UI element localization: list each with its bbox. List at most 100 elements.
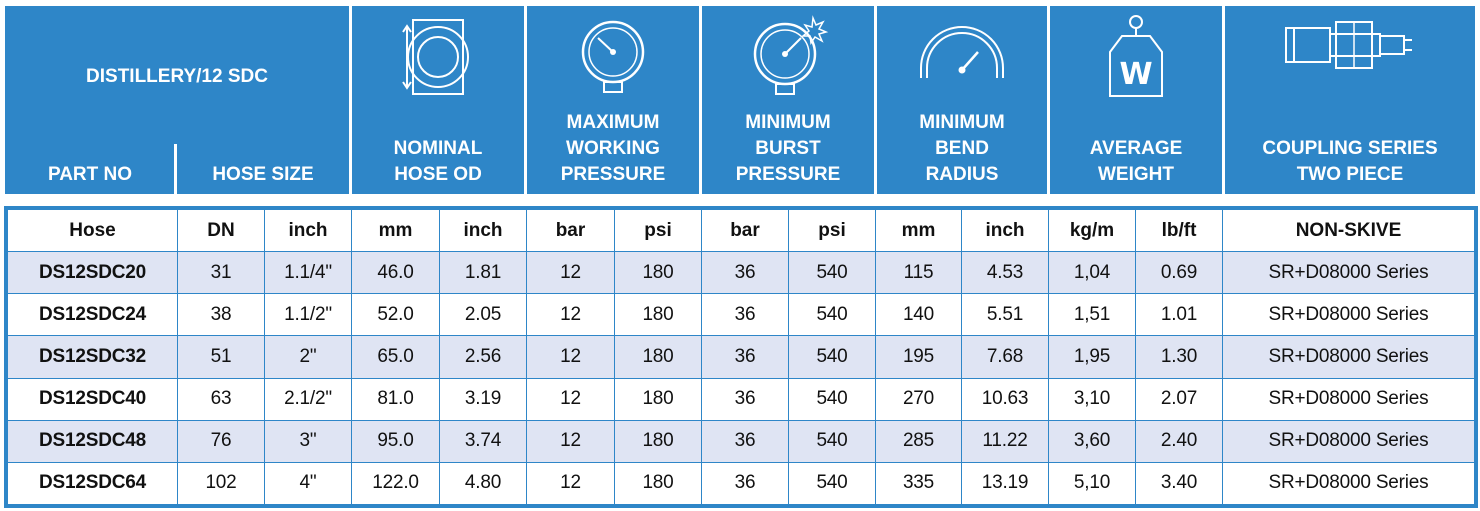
table-cell: 51 <box>177 335 265 379</box>
table-cell: 36 <box>701 377 789 421</box>
table-cell: 2.40 <box>1135 419 1223 463</box>
part-number-cell: DS12SDC32 <box>7 335 178 379</box>
table-cell: 95.0 <box>351 419 440 463</box>
product-title: DISTILLERY/12 SDC <box>86 66 268 87</box>
unit-cell: lb/ft <box>1135 208 1223 253</box>
coupling-line1: COUPLING SERIES <box>1262 138 1438 159</box>
table-cell: 180 <box>614 377 702 421</box>
table-cell: 540 <box>788 251 876 295</box>
table-cell: 46.0 <box>351 251 440 295</box>
unit-cell: Hose <box>7 208 178 253</box>
header-part-hose: DISTILLERY/12 SDC PART NO HOSE SIZE <box>5 6 349 194</box>
table-cell: 10.63 <box>961 377 1049 421</box>
table-row: DS12SDC48 76 3" 95.0 3.74 12 180 36 540 285 11.22 3… <box>7 419 1475 463</box>
unit-cell: kg/m <box>1048 208 1136 253</box>
table-cell: 12 <box>526 335 615 379</box>
unit-cell: DN <box>177 208 265 253</box>
table-cell: 3.19 <box>439 377 527 421</box>
min-bend-line2: BEND <box>935 138 989 159</box>
table-cell: 1.1/4" <box>264 251 352 295</box>
header-max-pressure: MAXIMUM WORKING PRESSURE <box>527 6 699 194</box>
table-cell: 1,95 <box>1048 335 1136 379</box>
header-min-burst: MINIMUM BURST PRESSURE <box>702 6 874 194</box>
table-cell: 12 <box>526 419 615 463</box>
table-cell: SR+D08000 Series <box>1222 419 1475 463</box>
table-cell: 540 <box>788 293 876 337</box>
unit-cell: mm <box>875 208 962 253</box>
table-cell: 36 <box>701 251 789 295</box>
unit-cell: bar <box>701 208 789 253</box>
spec-table-grid: Hose DN inch mm inch bar psi bar psi mm … <box>7 208 1475 506</box>
table-cell: 180 <box>614 293 702 337</box>
unit-cell: inch <box>264 208 352 253</box>
table-cell: 3.74 <box>439 419 527 463</box>
table-cell: 11.22 <box>961 419 1049 463</box>
table-row: DS12SDC64 102 4" 122.0 4.80 12 180 36 540 335 13.1… <box>7 461 1475 506</box>
hose-od-icon <box>402 19 469 95</box>
table-cell: 180 <box>614 461 702 506</box>
unit-cell: mm <box>351 208 440 253</box>
table-cell: 540 <box>788 377 876 421</box>
coupling-icon <box>1285 21 1412 69</box>
table-cell: 540 <box>788 419 876 463</box>
part-no-label: PART NO <box>47 164 133 185</box>
part-number-cell: DS12SDC20 <box>7 251 178 295</box>
table-cell: 7.68 <box>961 335 1049 379</box>
nominal-od-line2: HOSE OD <box>394 164 482 185</box>
part-number-cell: DS12SDC64 <box>7 461 178 506</box>
table-cell: 4.80 <box>439 461 527 506</box>
part-number-cell: DS12SDC40 <box>7 377 178 421</box>
table-cell: 36 <box>701 335 789 379</box>
part-number-cell: DS12SDC24 <box>7 293 178 337</box>
min-bend-line1: MINIMUM <box>919 112 1005 133</box>
table-cell: 63 <box>177 377 265 421</box>
table-cell: 1.1/2" <box>264 293 352 337</box>
min-burst-line1: MINIMUM <box>745 112 831 133</box>
table-cell: 3,10 <box>1048 377 1136 421</box>
table-cell: 4" <box>264 461 352 506</box>
table-cell: 4.53 <box>961 251 1049 295</box>
table-cell: 1,04 <box>1048 251 1136 295</box>
min-burst-line2: BURST <box>755 138 821 159</box>
header-divider <box>174 144 177 194</box>
table-cell: 115 <box>875 251 962 295</box>
header-min-bend: MINIMUM BEND RADIUS <box>877 6 1047 194</box>
weight-icon: W <box>1109 15 1163 97</box>
bend-radius-icon <box>920 26 1004 78</box>
weight-icon-letter: W <box>1119 57 1152 92</box>
table-cell: 540 <box>788 335 876 379</box>
table-cell: 0.69 <box>1135 251 1223 295</box>
table-cell: SR+D08000 Series <box>1222 461 1475 506</box>
unit-cell: psi <box>614 208 702 253</box>
table-cell: 2.05 <box>439 293 527 337</box>
table-cell: 36 <box>701 419 789 463</box>
table-cell: SR+D08000 Series <box>1222 293 1475 337</box>
table-cell: 335 <box>875 461 962 506</box>
table-cell: 1,51 <box>1048 293 1136 337</box>
unit-cell: inch <box>439 208 527 253</box>
table-cell: 81.0 <box>351 377 440 421</box>
hose-size-label: HOSE SIZE <box>212 164 314 185</box>
header-nominal-od: NOMINAL HOSE OD <box>352 6 524 194</box>
table-row: DS12SDC20 31 1.1/4" 46.0 1.81 12 180 36 540 115 4.… <box>7 251 1475 295</box>
table-row: DS12SDC32 51 2" 65.0 2.56 12 180 36 540 195 7.68 1,… <box>7 335 1475 379</box>
part-number-cell: DS12SDC48 <box>7 419 178 463</box>
table-row: DS12SDC24 38 1.1/2" 52.0 2.05 12 180 36 540 140 5.… <box>7 293 1475 337</box>
table-cell: 2.07 <box>1135 377 1223 421</box>
table-cell: 102 <box>177 461 265 506</box>
table-cell: 122.0 <box>351 461 440 506</box>
table-cell: 5.51 <box>961 293 1049 337</box>
table-cell: 5,10 <box>1048 461 1136 506</box>
table-cell: 2.56 <box>439 335 527 379</box>
table-cell: 36 <box>701 293 789 337</box>
unit-cell: psi <box>788 208 876 253</box>
table-cell: SR+D08000 Series <box>1222 335 1475 379</box>
table-cell: 140 <box>875 293 962 337</box>
burst-gauge-icon <box>753 15 829 95</box>
table-cell: 38 <box>177 293 265 337</box>
table-cell: 31 <box>177 251 265 295</box>
unit-cell: NON-SKIVE <box>1222 208 1475 253</box>
table-cell: SR+D08000 Series <box>1222 251 1475 295</box>
table-cell: SR+D08000 Series <box>1222 377 1475 421</box>
min-burst-line3: PRESSURE <box>735 164 841 185</box>
